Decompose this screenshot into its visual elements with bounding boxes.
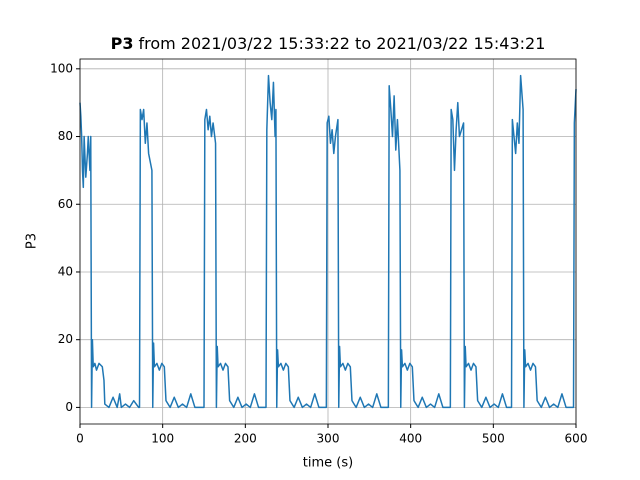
x-tick-label: 600 (565, 432, 588, 446)
x-tick-label: 300 (317, 432, 340, 446)
x-tick-label: 200 (234, 432, 257, 446)
y-tick-label: 20 (58, 332, 73, 346)
x-tick-label: 500 (482, 432, 505, 446)
data-line (79, 74, 577, 409)
title-bold: P3 (111, 34, 134, 53)
y-tick-label: 100 (50, 61, 73, 75)
x-tick-label: 400 (399, 432, 422, 446)
chart-title: P3 from 2021/03/22 15:33:22 to 2021/03/22… (111, 34, 546, 53)
y-tick-label: 80 (58, 129, 73, 143)
title-rest: from 2021/03/22 15:33:22 to 2021/03/22 1… (138, 34, 545, 53)
plot-frame (79, 58, 577, 425)
x-axis-label: time (s) (303, 456, 353, 471)
y-tick-label: 0 (65, 400, 73, 414)
y-axis-label: P3 (25, 233, 40, 249)
x-tick-label: 0 (76, 432, 84, 446)
y-tick-label: 60 (58, 197, 73, 211)
x-tick-label: 100 (151, 432, 174, 446)
y-tick-label: 40 (58, 264, 73, 278)
